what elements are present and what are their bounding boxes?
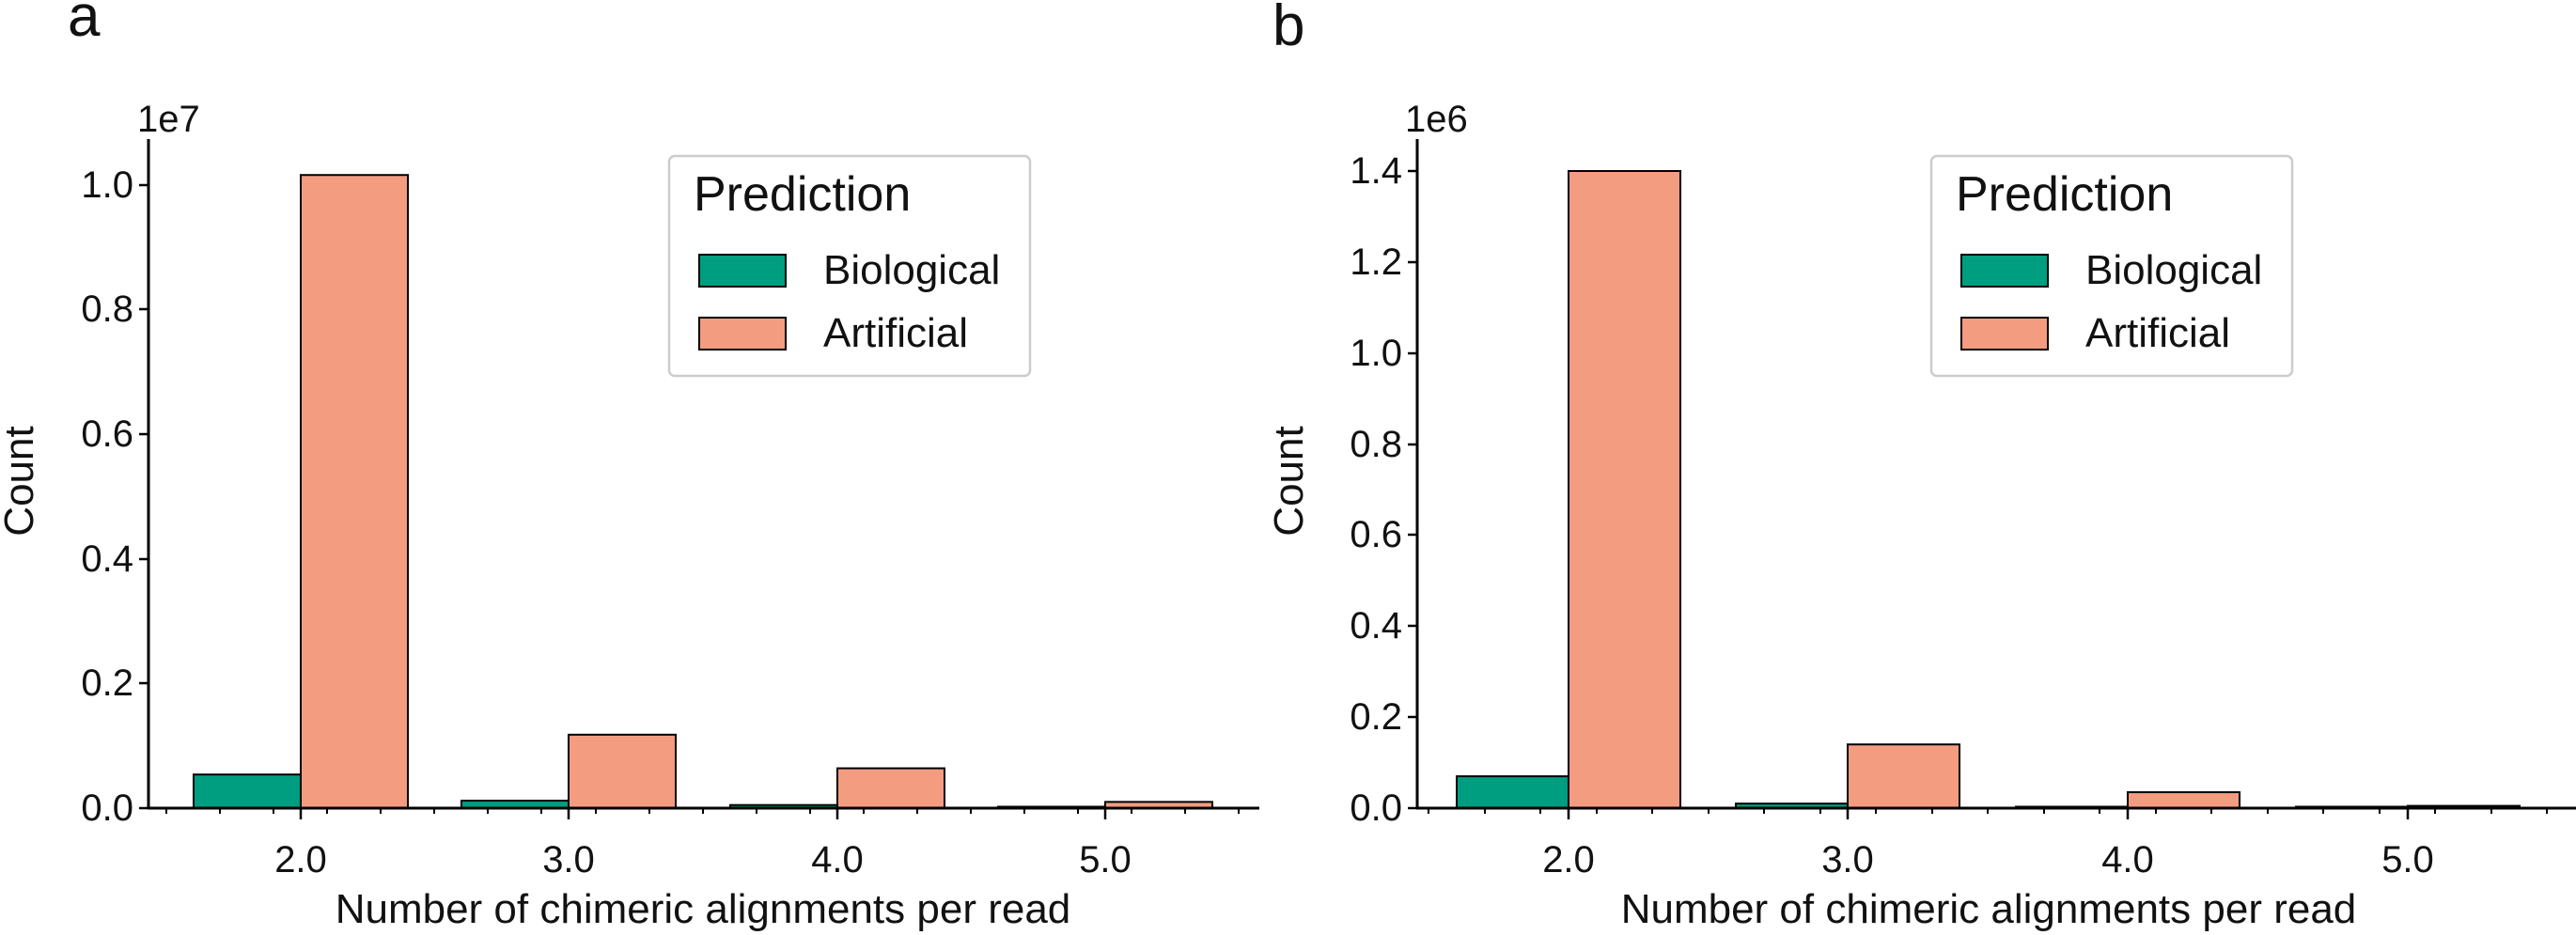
panel-b-bar-biological bbox=[1456, 775, 1569, 809]
panel-b-ytick-label: 0.4 bbox=[1350, 605, 1402, 647]
panel-b-ytick-label: 1.4 bbox=[1350, 150, 1402, 192]
panel-b-ytick-label: 0.6 bbox=[1350, 514, 1402, 555]
panel-b-y-ticks: 0.0 0.2 0.4 0.6 0.8 1.0 1.2 1.4 bbox=[1350, 150, 1417, 829]
panel-b: b 1e6 Count Number of chimeric alignment… bbox=[1266, 0, 2576, 932]
panel-a-ytick-label: 0.8 bbox=[81, 288, 133, 330]
panel-b-legend-swatch-artificial bbox=[1960, 317, 2049, 351]
panel-a-bar-artificial bbox=[568, 733, 677, 810]
panel-a-ytick-label: 0.6 bbox=[81, 413, 133, 455]
panel-a-xtick-label: 3.0 bbox=[542, 839, 595, 880]
panel-b-xtick-label: 4.0 bbox=[2101, 839, 2154, 880]
panel-b-y-axis-label: Count bbox=[1266, 426, 1312, 536]
panel-b-ytick-label: 0.2 bbox=[1350, 696, 1402, 738]
panel-a-y-offset: 1e7 bbox=[137, 99, 200, 140]
panel-b-legend-title: Prediction bbox=[1956, 167, 2173, 222]
panel-b-y-offset: 1e6 bbox=[1405, 99, 1468, 140]
panel-a-legend: Prediction Biological Artificial bbox=[667, 154, 1032, 378]
panel-b-xtick-label: 2.0 bbox=[1542, 839, 1595, 880]
panel-a-legend-title: Prediction bbox=[694, 167, 911, 222]
panel-b-xtick-label: 3.0 bbox=[1821, 839, 1874, 880]
panel-b-bar-artificial bbox=[1847, 743, 1960, 810]
panel-a-xtick-label: 2.0 bbox=[274, 839, 327, 880]
panel-b-legend-label-artificial: Artificial bbox=[2085, 310, 2230, 356]
panel-a-ytick-label: 1.0 bbox=[81, 164, 133, 206]
panel-a-x-ticks: 2.0 3.0 4.0 5.0 bbox=[165, 808, 1240, 880]
panel-a-ytick-label: 0.4 bbox=[81, 538, 133, 580]
panel-b-bar-artificial bbox=[2127, 791, 2240, 809]
panel-a-bar-biological bbox=[193, 773, 302, 809]
panel-a-legend-swatch-artificial bbox=[698, 317, 787, 351]
panel-b-label: b bbox=[1272, 0, 1304, 58]
panel-b-legend-label-biological: Biological bbox=[2085, 247, 2262, 293]
panel-b-x-ticks: 2.0 3.0 4.0 5.0 bbox=[1428, 808, 2548, 880]
panel-a-ytick-label: 0.0 bbox=[81, 787, 133, 829]
panel-a: a 1e7 Count Number of chimeric alignment… bbox=[0, 0, 1259, 932]
panel-a-legend-label-artificial: Artificial bbox=[823, 310, 968, 356]
panel-b-bars bbox=[1456, 170, 2521, 810]
panel-b-legend-swatch-biological bbox=[1960, 254, 2049, 288]
panel-a-bars bbox=[193, 174, 1213, 810]
panel-a-x-axis-label: Number of chimeric alignments per read bbox=[336, 886, 1071, 932]
panel-b-bar-artificial bbox=[1568, 170, 1681, 809]
panel-b-legend: Prediction Biological Artificial bbox=[1929, 154, 2294, 378]
panel-a-xtick-label: 5.0 bbox=[1079, 839, 1132, 880]
panel-a-ytick-label: 0.2 bbox=[81, 662, 133, 704]
panel-b-ytick-label: 0.0 bbox=[1350, 787, 1402, 829]
panel-a-label: a bbox=[68, 0, 101, 49]
panel-b-xtick-label: 5.0 bbox=[2381, 839, 2434, 880]
panel-a-y-axis-label: Count bbox=[0, 426, 42, 536]
panel-a-legend-swatch-biological bbox=[698, 254, 787, 288]
panel-a-xtick-label: 4.0 bbox=[811, 839, 864, 880]
panel-b-x-axis-label: Number of chimeric alignments per read bbox=[1621, 886, 2357, 932]
panel-a-bar-artificial bbox=[300, 174, 409, 810]
panel-a-legend-label-biological: Biological bbox=[823, 247, 1000, 293]
panel-b-ytick-label: 1.2 bbox=[1350, 242, 1402, 283]
panel-b-ytick-label: 0.8 bbox=[1350, 424, 1402, 465]
panel-a-bar-artificial bbox=[836, 767, 945, 809]
panel-b-ytick-label: 1.0 bbox=[1350, 333, 1402, 374]
panel-a-y-ticks: 0.0 0.2 0.4 0.6 0.8 1.0 bbox=[81, 164, 148, 829]
